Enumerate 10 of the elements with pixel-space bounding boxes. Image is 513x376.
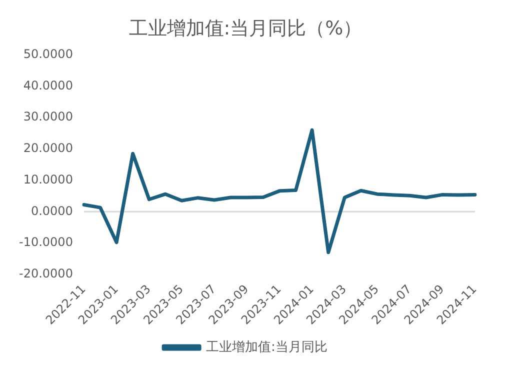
y-tick-label: 10.0000 bbox=[23, 172, 73, 186]
y-tick-label: 0.0000 bbox=[30, 204, 73, 218]
chart-title: 工业增加值:当月同比（%） bbox=[128, 17, 362, 40]
y-tick-label: -20.0000 bbox=[19, 266, 73, 280]
y-tick-label: 40.0000 bbox=[23, 78, 73, 92]
legend-label: 工业增加值:当月同比 bbox=[206, 340, 328, 355]
y-tick-label: 50.0000 bbox=[23, 46, 73, 61]
y-tick-label: -10.0000 bbox=[19, 235, 73, 250]
y-tick-label: 30.0000 bbox=[23, 110, 73, 124]
y-tick-label: 20.0000 bbox=[23, 141, 73, 156]
